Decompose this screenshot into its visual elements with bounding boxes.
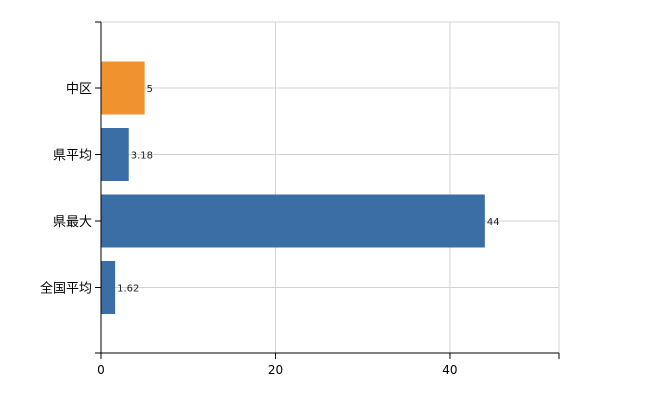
- grid-lines: [101, 21, 560, 353]
- x-tick-label-0: 0: [97, 363, 105, 377]
- data-label-0: 5: [147, 84, 153, 95]
- bar-1: [101, 128, 129, 181]
- x-axis: 0 20 40: [97, 352, 560, 377]
- category-label-2: 県最大: [53, 215, 92, 230]
- bars: [101, 61, 485, 314]
- x-tick-label-1: 20: [268, 363, 283, 377]
- bar-2: [101, 194, 485, 248]
- x-tick-label-2: 40: [442, 363, 457, 377]
- value-labels: 5 3.18 44 1.62: [117, 84, 499, 295]
- data-label-1: 3.18: [131, 151, 153, 162]
- data-label-2: 44: [487, 217, 500, 228]
- bar-3: [101, 261, 116, 314]
- category-label-1: 県平均: [53, 149, 92, 164]
- category-label-0: 中区: [66, 82, 92, 97]
- bar-0: [101, 61, 145, 115]
- category-label-3: 全国平均: [40, 281, 92, 297]
- data-label-3: 1.62: [117, 284, 139, 295]
